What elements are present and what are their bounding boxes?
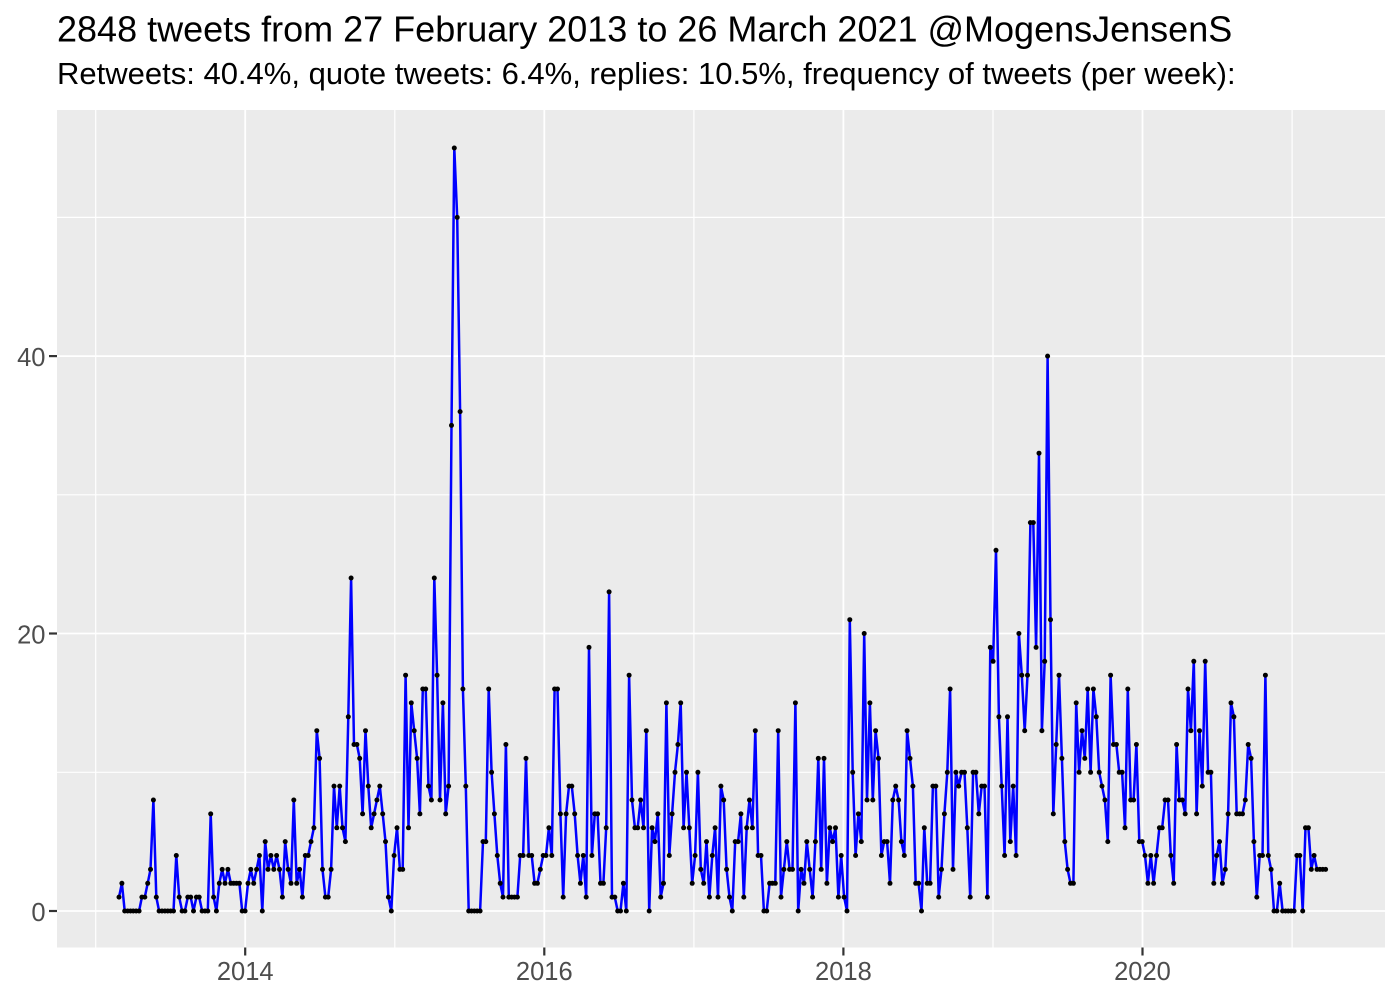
svg-text:2848 tweets from 27 February 2: 2848 tweets from 27 February 2013 to 26 … (57, 9, 1232, 50)
svg-text:2018: 2018 (815, 958, 872, 986)
svg-text:2016: 2016 (516, 958, 573, 986)
svg-text:40: 40 (17, 344, 45, 372)
svg-text:20: 20 (17, 622, 45, 650)
svg-text:2014: 2014 (217, 958, 274, 986)
svg-text:0: 0 (31, 899, 45, 927)
svg-text:2020: 2020 (1114, 958, 1171, 986)
svg-text:Retweets: 40.4%, quote tweets:: Retweets: 40.4%, quote tweets: 6.4%, rep… (57, 56, 1236, 91)
